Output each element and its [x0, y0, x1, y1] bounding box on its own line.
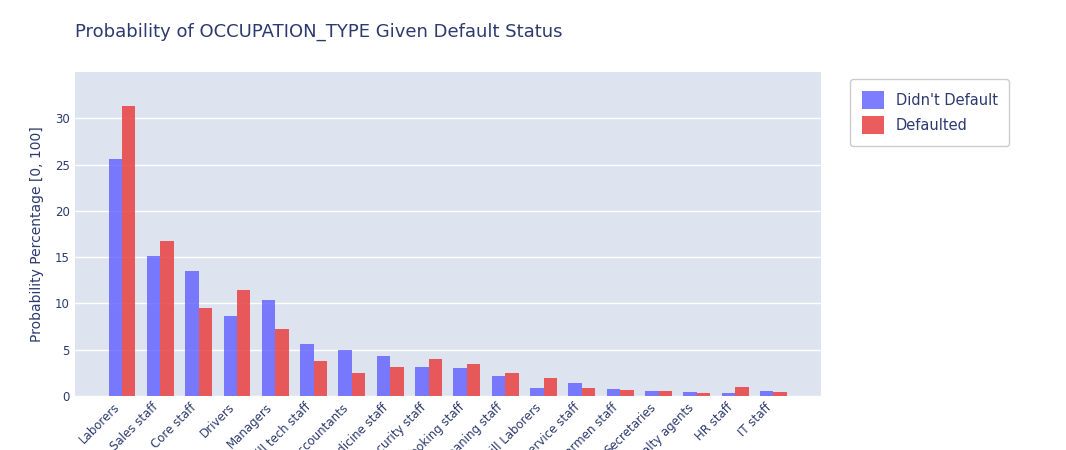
Bar	[568, 383, 582, 396]
Bar	[722, 393, 736, 396]
Bar	[491, 376, 505, 396]
Bar	[352, 373, 366, 396]
Bar	[109, 159, 122, 396]
Bar	[697, 393, 710, 396]
Bar	[275, 329, 289, 396]
Bar	[160, 241, 174, 396]
Bar	[645, 392, 659, 396]
Bar	[198, 308, 212, 396]
Bar	[262, 300, 275, 396]
Bar	[390, 367, 404, 396]
Bar	[774, 392, 787, 396]
Bar	[237, 290, 251, 396]
Bar	[736, 387, 748, 396]
Bar	[313, 361, 327, 396]
Bar	[530, 387, 544, 396]
Bar	[429, 359, 442, 396]
Bar	[453, 368, 467, 396]
Bar	[620, 390, 633, 396]
Bar	[505, 373, 519, 396]
Bar	[224, 316, 237, 396]
Bar	[376, 356, 390, 396]
Bar	[339, 350, 352, 396]
Bar	[760, 392, 774, 396]
Bar	[659, 392, 672, 396]
Bar	[683, 392, 697, 396]
Bar	[582, 387, 595, 396]
Bar	[122, 106, 135, 396]
Y-axis label: Probability Percentage [0, 100]: Probability Percentage [0, 100]	[30, 126, 44, 342]
Text: Probability of OCCUPATION_TYPE Given Default Status: Probability of OCCUPATION_TYPE Given Def…	[75, 22, 562, 41]
Bar	[607, 389, 620, 396]
Bar	[301, 344, 313, 396]
Bar	[415, 367, 429, 396]
Bar	[467, 364, 481, 396]
Bar	[147, 256, 160, 396]
Legend: Didn't Default, Defaulted: Didn't Default, Defaulted	[851, 79, 1010, 145]
Bar	[185, 271, 198, 396]
Bar	[544, 378, 556, 396]
